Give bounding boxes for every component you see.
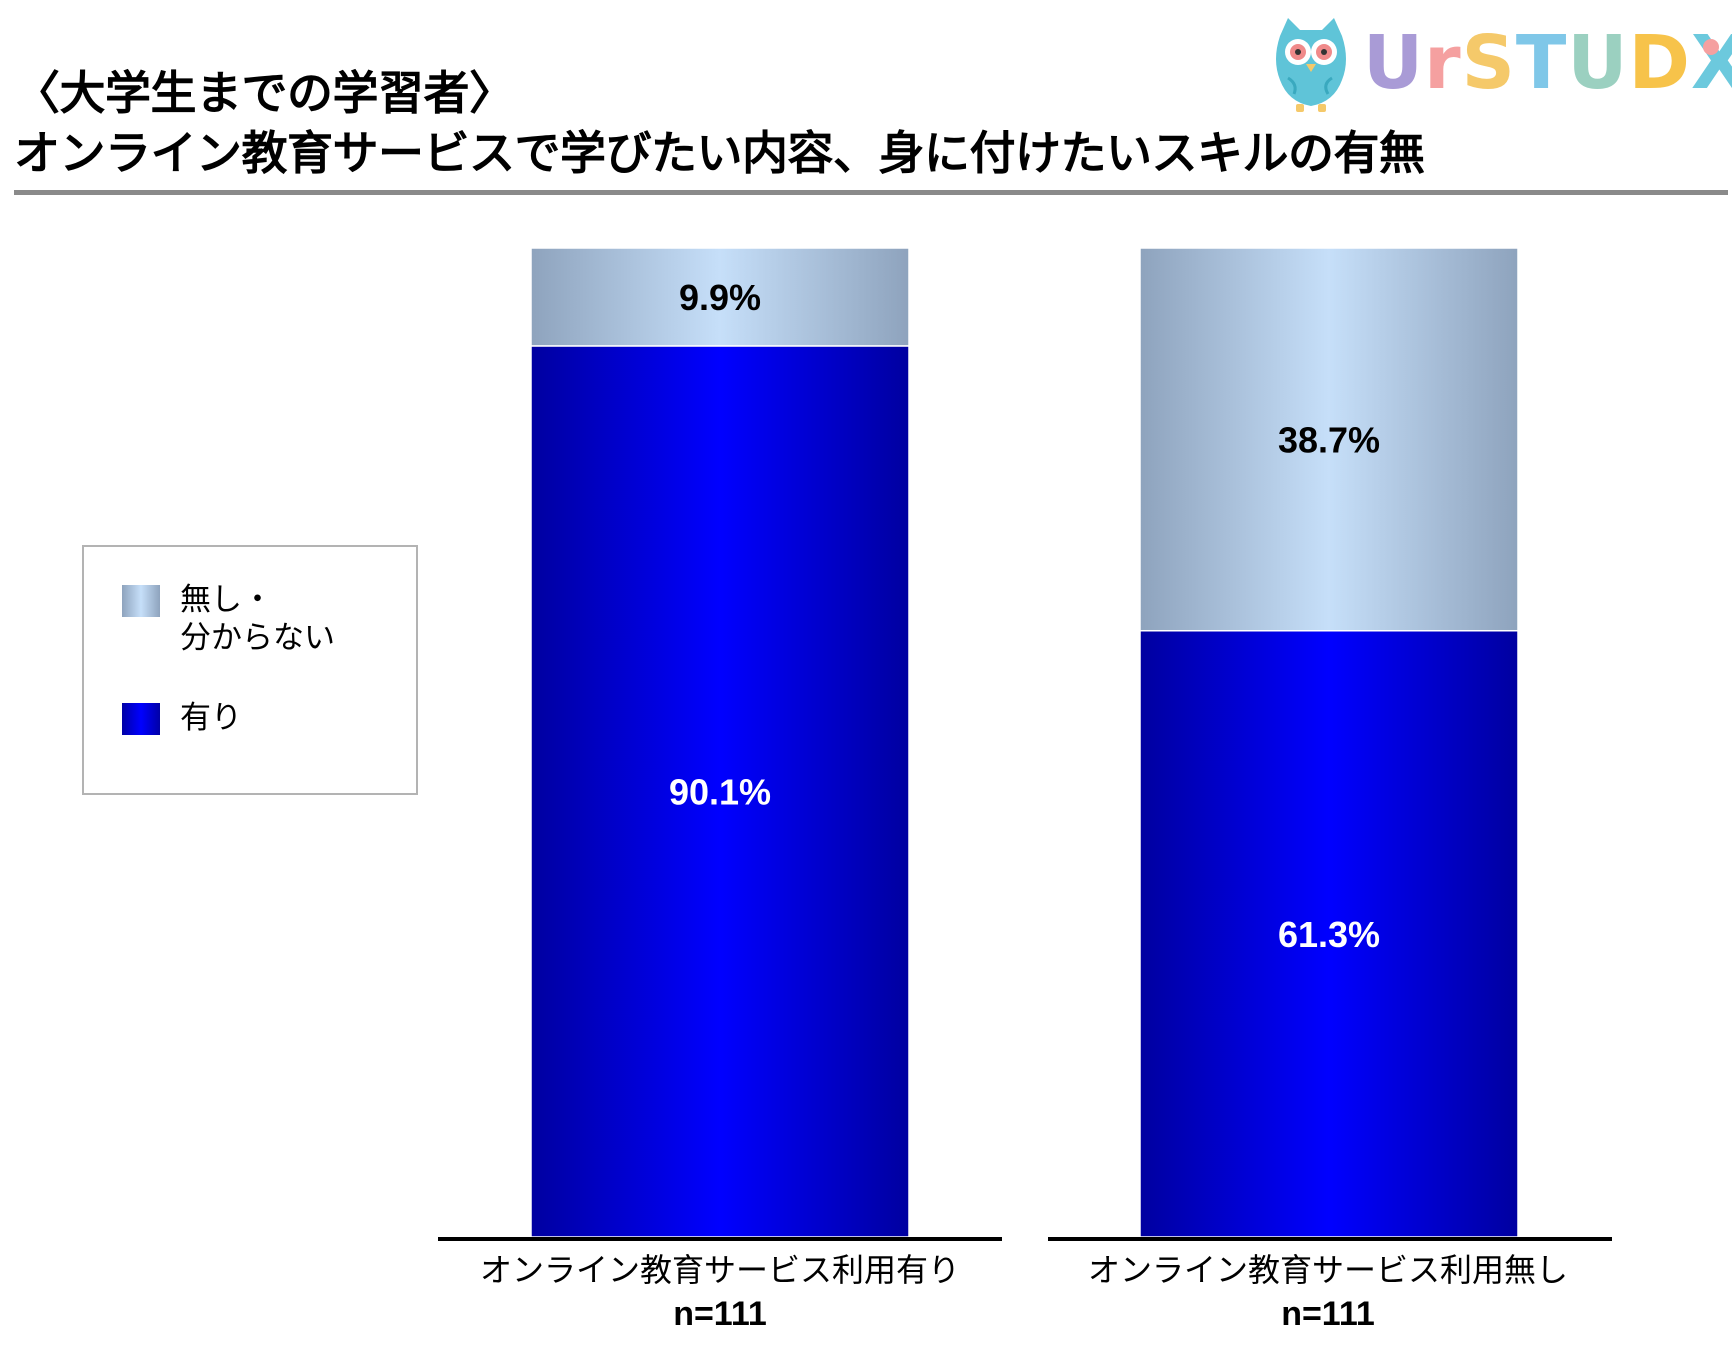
legend-swatch-none [122, 585, 160, 617]
category-label-0: オンライン教育サービス利用有り [479, 1251, 960, 1289]
logo-letter: U [1567, 20, 1629, 106]
page-title-line2: オンライン教育サービスで学びたい内容、身に付けたいスキルの有無 [14, 126, 1425, 180]
bar-segment-1-1 [1139, 247, 1519, 632]
data-label-1-0: 61.3% [1278, 914, 1380, 955]
bar-segment-1-0 [1139, 629, 1519, 1238]
n-label-0: n=111 [673, 1295, 767, 1333]
owl-icon [1276, 18, 1346, 112]
logo-letter: D [1628, 20, 1691, 106]
brand-logo: UrSTUDX [1268, 14, 1732, 114]
logo-letter: U [1363, 20, 1425, 106]
chart-legend: 無し・ 分からない 有り [82, 545, 418, 795]
bar-segment-0-0 [530, 345, 910, 1238]
legend-label-none-line2: 分からない [180, 620, 335, 656]
data-label-0-0: 90.1% [669, 771, 771, 812]
data-label-1-1: 38.7% [1278, 419, 1380, 460]
legend-label-yes: 有り [180, 700, 242, 736]
sparkle-icon [1703, 39, 1719, 55]
logo-letter: r [1424, 20, 1462, 106]
data-label-0-1: 9.9% [679, 277, 761, 318]
title-divider [14, 190, 1728, 195]
logo-letter: X [1690, 20, 1732, 106]
category-label-1: オンライン教育サービス利用無し [1087, 1251, 1568, 1289]
bar-segment-0-1 [530, 247, 910, 347]
page-title-line1: 〈大学生までの学習者〉 [14, 66, 515, 120]
n-label-1: n=111 [1281, 1295, 1375, 1333]
legend-label-none-line1: 無し・ [180, 582, 273, 618]
legend-swatch-yes [122, 703, 160, 735]
logo-letter: T [1515, 20, 1568, 106]
logo-letter: S [1461, 20, 1516, 106]
brand-logo-text: UrSTUDX [1363, 26, 1732, 100]
